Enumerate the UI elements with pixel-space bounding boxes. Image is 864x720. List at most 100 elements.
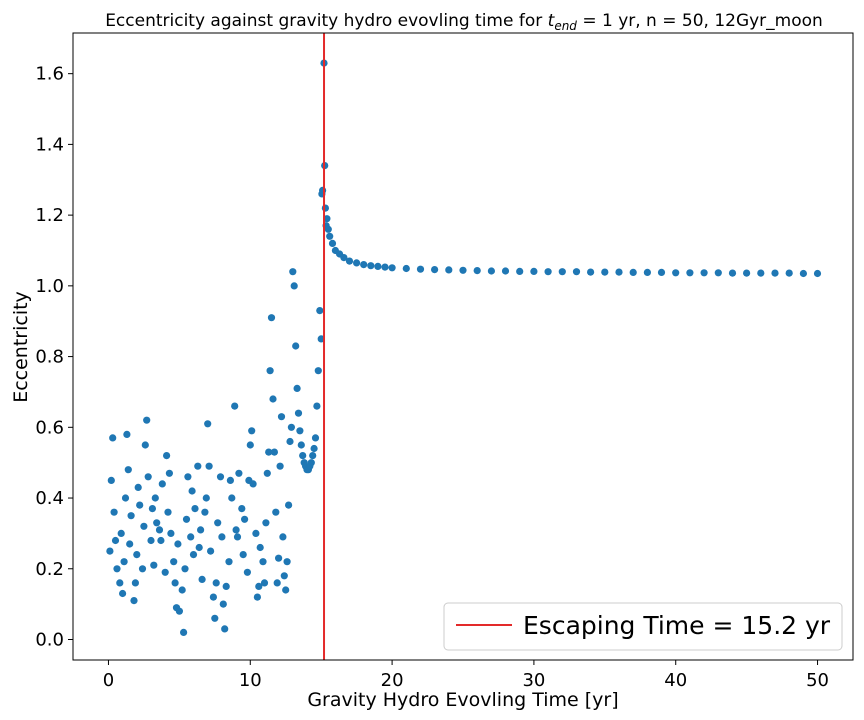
data-point	[241, 515, 249, 523]
x-tick-label: 0	[103, 670, 114, 691]
y-tick-label: 0.0	[35, 629, 64, 650]
data-point	[256, 543, 264, 552]
data-point	[130, 597, 138, 605]
data-point	[116, 579, 124, 587]
data-point	[181, 565, 189, 573]
data-point	[290, 282, 298, 290]
data-point	[195, 543, 203, 552]
data-point	[643, 268, 652, 276]
data-point	[282, 586, 290, 594]
data-point	[728, 269, 737, 277]
y-tick-label: 0.6	[35, 417, 64, 438]
data-point	[121, 494, 130, 502]
data-point	[266, 367, 274, 375]
y-tick-label: 1.2	[35, 205, 64, 226]
chart-title-math-sub: end	[554, 19, 577, 33]
data-point	[785, 269, 793, 277]
data-point	[360, 261, 368, 269]
data-point	[316, 307, 324, 315]
data-point	[235, 469, 243, 477]
y-axis-title: Eccentricity	[10, 291, 32, 403]
x-tick-label: 10	[239, 670, 262, 691]
data-point	[138, 565, 147, 573]
data-point	[279, 533, 287, 541]
data-point	[184, 473, 192, 481]
data-point	[516, 267, 524, 275]
data-point	[109, 434, 117, 442]
data-point	[259, 558, 267, 566]
data-point	[273, 579, 281, 587]
data-point	[267, 314, 276, 322]
data-point	[225, 558, 233, 566]
data-point	[292, 342, 300, 350]
data-point	[117, 529, 125, 538]
data-point	[226, 476, 234, 484]
data-point	[714, 269, 722, 277]
data-point	[107, 476, 115, 484]
data-point	[280, 572, 288, 580]
data-point	[252, 529, 260, 538]
data-point	[272, 508, 280, 516]
data-point	[133, 551, 141, 559]
data-point	[212, 579, 220, 587]
data-point	[144, 473, 152, 481]
data-point	[189, 551, 198, 559]
x-axis-title: Gravity Hydro Evovling Time [yr]	[307, 689, 618, 711]
data-point	[270, 448, 278, 456]
data-point	[207, 547, 215, 555]
data-point	[197, 526, 205, 534]
data-point	[299, 452, 307, 460]
data-point	[297, 441, 305, 449]
data-point	[243, 568, 251, 576]
data-point	[799, 269, 808, 278]
data-point	[219, 600, 227, 608]
data-point	[275, 554, 283, 562]
data-point	[126, 540, 134, 548]
data-point	[106, 547, 114, 555]
data-point	[150, 561, 158, 569]
data-point	[221, 625, 229, 633]
data-point	[151, 494, 159, 502]
y-axis: 0.0 0.2 0.4 0.6 0.8 1.0 1.2 1.4 1.6	[35, 64, 73, 650]
data-point	[141, 441, 149, 449]
data-point	[326, 232, 334, 240]
data-point	[265, 448, 273, 456]
data-point	[286, 437, 294, 446]
data-point	[161, 568, 169, 576]
data-point	[294, 409, 303, 417]
plot-frame	[72, 32, 854, 661]
data-point	[558, 268, 566, 276]
data-point	[501, 267, 510, 275]
x-tick-label: 30	[522, 670, 545, 691]
data-point	[353, 259, 361, 267]
data-point	[487, 267, 495, 275]
y-tick-label: 1.0	[35, 276, 64, 297]
data-point	[289, 268, 297, 276]
data-point	[157, 536, 165, 545]
data-point	[287, 423, 295, 431]
data-point	[131, 579, 139, 587]
data-point	[263, 469, 271, 477]
data-point	[402, 264, 410, 273]
data-point	[700, 269, 708, 277]
data-point	[445, 266, 453, 274]
data-point	[262, 519, 270, 527]
data-point	[319, 186, 327, 194]
data-point	[293, 384, 301, 392]
data-point	[367, 262, 375, 270]
y-tick-label: 1.6	[35, 64, 64, 85]
y-tick-label: 0.2	[35, 559, 64, 580]
data-point	[201, 508, 209, 516]
data-point	[209, 593, 217, 601]
data-point	[222, 582, 230, 591]
x-tick-label: 20	[381, 670, 404, 691]
data-point	[255, 582, 263, 591]
data-point	[309, 452, 317, 460]
data-point	[180, 628, 188, 637]
data-point	[587, 268, 595, 276]
data-point	[182, 515, 191, 523]
data-point	[260, 579, 269, 587]
data-point	[140, 522, 148, 530]
data-point	[317, 335, 325, 343]
